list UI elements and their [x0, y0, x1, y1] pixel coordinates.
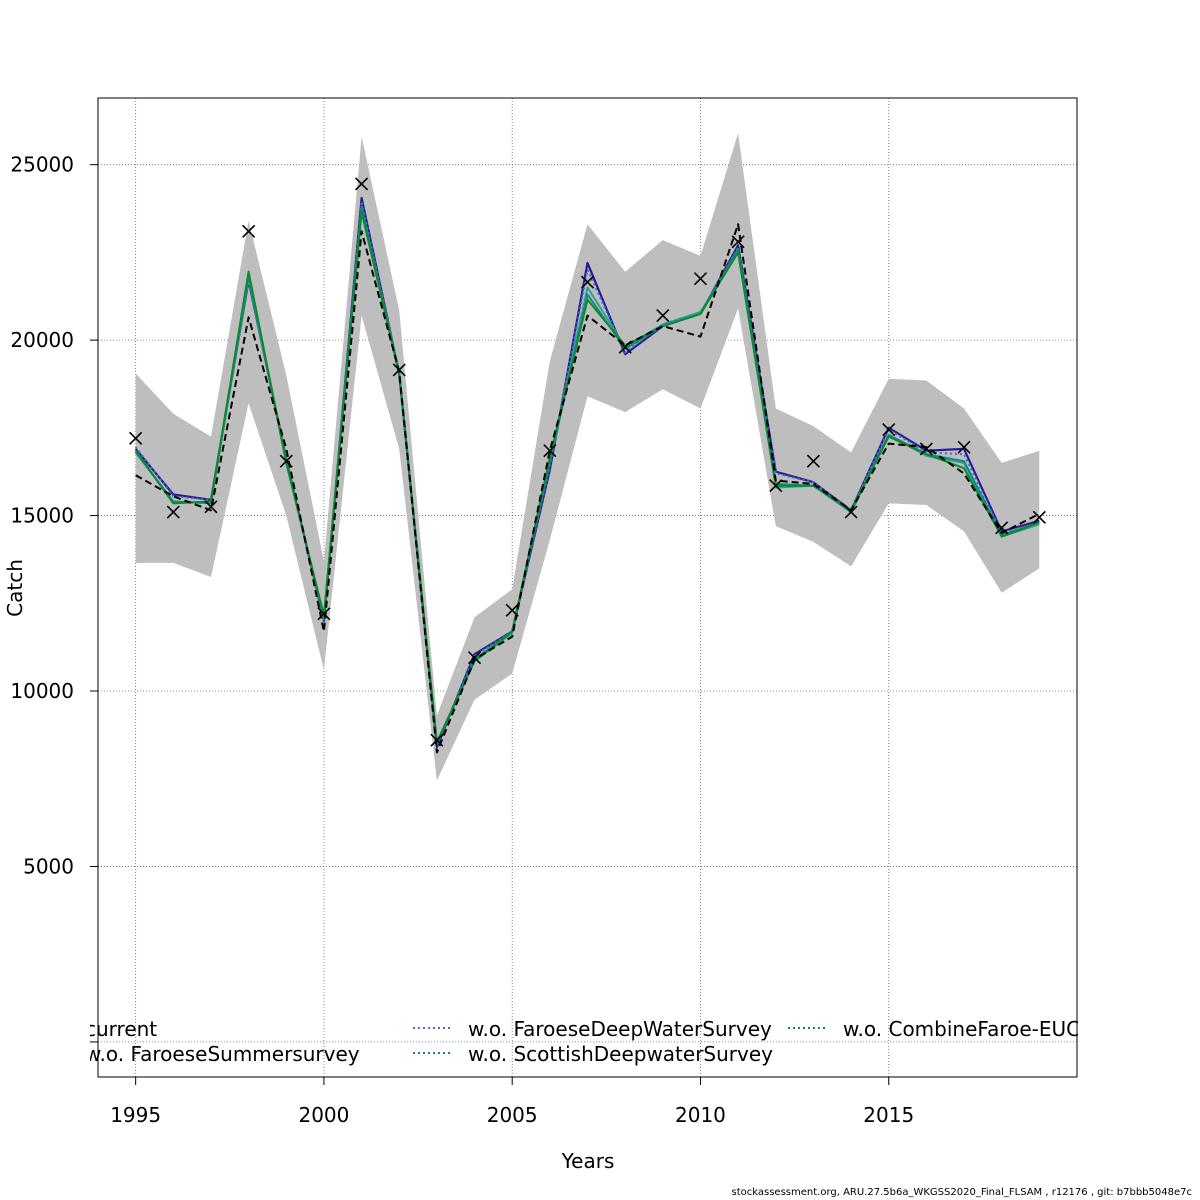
- observed-point: [467, 651, 482, 665]
- y-tick-label: 25000: [10, 153, 74, 177]
- observed-point: [430, 733, 444, 747]
- observed-point: [129, 431, 143, 445]
- observed-point: [693, 272, 708, 286]
- observed-point: [204, 500, 218, 514]
- confidence-band-area: [135, 133, 1040, 781]
- observed-point: [166, 505, 180, 519]
- x-tick-label: 2010: [675, 1103, 726, 1127]
- observed-point: [769, 479, 783, 493]
- footer-note: stockassessment.org, ARU.27.5b6a_WKGSS20…: [731, 1187, 1192, 1198]
- legend-label: w.o. CombineFaroe-EUC: [843, 1017, 1080, 1041]
- x-tick-label: 1995: [110, 1103, 161, 1127]
- observed-point: [806, 454, 820, 468]
- x-tick-label: 2005: [487, 1103, 538, 1127]
- observed-point: [919, 442, 933, 456]
- observed-point: [279, 454, 293, 468]
- series-line-w-o-combinefaroe-euc: [134, 211, 1040, 743]
- x-axis-label: Years: [561, 1149, 615, 1173]
- y-axis-label: Catch: [3, 559, 27, 617]
- legend-clip-left: [0, 1010, 90, 1070]
- y-tick-label: 10000: [10, 679, 74, 703]
- observed-point: [317, 607, 331, 621]
- observed-point: [392, 363, 406, 377]
- observed-point: [1032, 510, 1046, 524]
- observed-point: [355, 177, 369, 191]
- legend-label: w.o. FaroeseDeepWaterSurvey: [468, 1017, 772, 1041]
- observed-point: [543, 444, 557, 458]
- observed-point: [995, 521, 1009, 535]
- observed-point: [505, 603, 519, 617]
- observed-point: [844, 505, 858, 519]
- observed-point: [957, 440, 971, 454]
- observed-point: [242, 224, 256, 238]
- legend-label: w.o. FaroeseSummersurvey: [85, 1042, 360, 1066]
- plot-frame: [97, 97, 1078, 1078]
- legend-clip-right: [1078, 1010, 1200, 1070]
- observed-points: [129, 177, 1046, 747]
- observed-point: [882, 423, 896, 437]
- observed-point: [580, 275, 595, 289]
- legend-label: current: [85, 1017, 157, 1041]
- series-line-dashed: [135, 223, 1040, 754]
- y-tick-label: 20000: [10, 328, 74, 352]
- x-tick-label: 2000: [298, 1103, 349, 1127]
- axes: 1995200020052010201505000100001500020000…: [10, 153, 914, 1127]
- series-lines: [134, 196, 1040, 754]
- observed-point: [731, 235, 745, 249]
- y-tick-label: 15000: [10, 504, 74, 528]
- x-tick-label: 2015: [863, 1103, 914, 1127]
- observed-point: [656, 308, 670, 323]
- confidence-band: [135, 133, 1040, 781]
- y-tick-label: 5000: [23, 854, 74, 878]
- observed-point: [618, 340, 632, 354]
- legend-label: w.o. ScottishDeepwaterSurvey: [468, 1042, 773, 1066]
